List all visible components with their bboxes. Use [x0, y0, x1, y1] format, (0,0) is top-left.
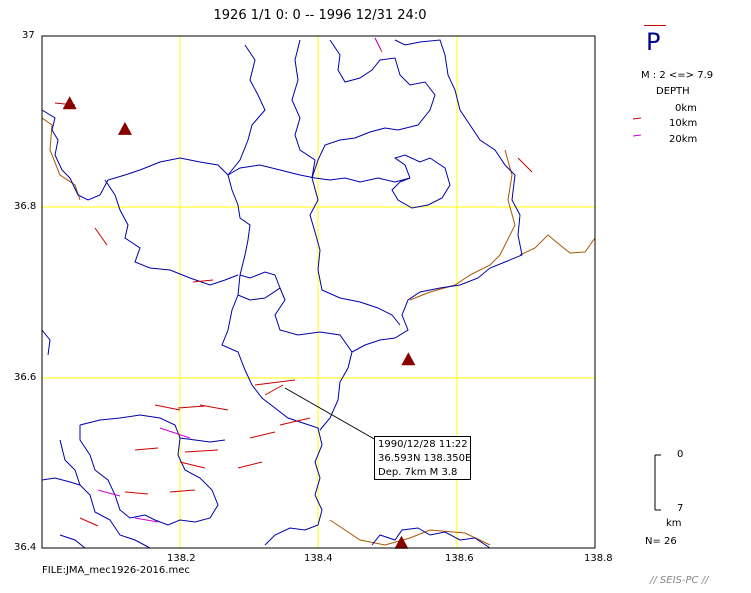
depth-scale-bottom: 7: [677, 503, 684, 514]
mech-mark: [97, 489, 121, 497]
magnitude-range: M : 2 <=> 7.9: [641, 70, 714, 81]
event-info-box: 1990/12/28 11:22 36.593N 138.350E Dep. 7…: [374, 436, 471, 480]
volcano-icon: [394, 535, 409, 549]
mech-mark: [237, 461, 263, 469]
mech-mark: [134, 517, 159, 523]
lat-label-36-8: 36.8: [14, 201, 37, 212]
mech-mark: [169, 489, 196, 493]
depth-title: DEPTH: [656, 86, 690, 97]
depth-scale-bar: [654, 454, 661, 511]
depth-0km: 0km: [675, 103, 697, 114]
depth-20km: 20km: [669, 134, 698, 145]
depth-10km: 10km: [669, 118, 698, 129]
lon-label-138-2: 138.2: [167, 553, 196, 564]
mech-mark: [374, 37, 382, 51]
volcano-icon: [117, 121, 132, 135]
legend-10km-mark: [632, 117, 642, 120]
event-leader-line: [284, 387, 377, 441]
mech-mark: [192, 279, 214, 283]
event-datetime: 1990/12/28 11:22: [378, 439, 468, 450]
mech-mark: [154, 404, 181, 411]
mech-mark: [184, 449, 219, 453]
event-depth-magnitude: Dep. 7km M 3.8: [378, 467, 458, 478]
event-count: N= 26: [645, 536, 677, 547]
event-location: 36.593N 138.350E: [378, 453, 472, 464]
mech-mark: [279, 417, 311, 426]
admin-boundaries: [41, 39, 523, 549]
mech-mark: [134, 447, 159, 451]
lon-label-138-8: 138.8: [584, 553, 613, 564]
brand-label: // SEIS-PC //: [650, 575, 709, 586]
volcano-layer: [62, 96, 416, 549]
lat-label-37: 37: [22, 30, 35, 41]
volcano-icon: [62, 96, 77, 110]
depth-scale-unit: km: [666, 518, 682, 529]
legend-20km-mark: [632, 134, 642, 137]
lon-label-138-4: 138.4: [304, 553, 333, 564]
mech-mark: [254, 379, 296, 386]
mech-mark: [264, 384, 284, 396]
mech-mark: [79, 517, 99, 527]
mechanism-label: P: [646, 28, 661, 56]
mech-mark: [199, 404, 229, 411]
mech-mark: [249, 431, 276, 439]
map-frame: [41, 35, 596, 549]
map-title: 1926 1/1 0: 0 -- 1996 12/31 24:0: [213, 8, 427, 23]
mech-mark: [517, 157, 533, 173]
mech-mark: [159, 427, 191, 439]
mech-mark: [179, 461, 206, 469]
mech-mark: [177, 405, 206, 409]
mech-mark: [124, 491, 149, 495]
map-grid: [42, 36, 595, 548]
lat-label-36-4: 36.4: [14, 542, 37, 553]
file-label: FILE:JMA_mec1926-2016.mec: [42, 565, 190, 576]
mechanism-bar: [644, 25, 666, 26]
lat-label-36-6: 36.6: [14, 372, 37, 383]
mech-mark: [94, 227, 108, 246]
depth-scale-top: 0: [677, 449, 684, 460]
volcano-icon: [401, 352, 416, 366]
lon-label-138-6: 138.6: [445, 553, 474, 564]
